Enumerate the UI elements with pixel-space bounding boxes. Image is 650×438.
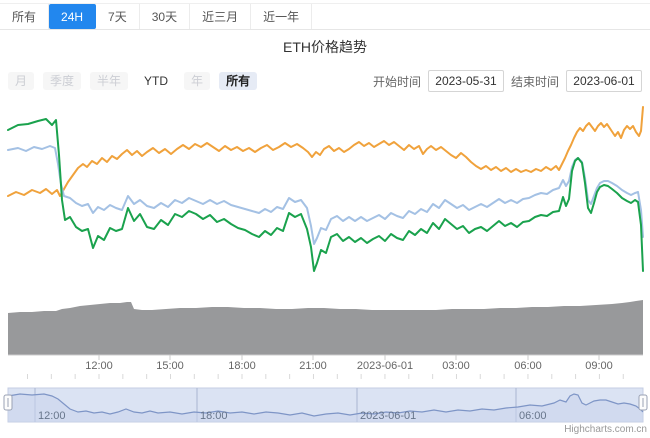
end-date-input[interactable] [566, 70, 642, 92]
range-btn-month: 月 [8, 72, 35, 90]
start-date-input[interactable] [427, 70, 504, 92]
page-title: ETH价格趋势 [283, 39, 367, 55]
x-axis-label: 21:00 [299, 360, 327, 372]
range-btn-year: 年 [184, 72, 211, 90]
start-date-label: 开始时间 [372, 74, 421, 89]
range-btn-ytd[interactable]: YTD [144, 74, 169, 88]
date-range-controls: 开始时间 结束时间 [373, 70, 642, 92]
end-date-label: 结束时间 [510, 74, 559, 89]
x-axis-label: 06:00 [514, 360, 542, 372]
tab-3m[interactable]: 近三月 [190, 4, 252, 29]
main-chart: 12:00 15:00 18:00 21:00 2023-06-01 03:00 06:00… [3, 106, 648, 423]
range-btn-quarter: 季度 [43, 72, 82, 90]
x-axis-label: 15:00 [156, 360, 184, 372]
series-orange-line [7, 106, 644, 197]
tab-1y[interactable]: 近一年 [251, 4, 313, 29]
tab-7d[interactable]: 7天 [96, 4, 140, 29]
series-blue-line [7, 145, 644, 245]
x-axis-label: 12:00 [85, 360, 113, 372]
time-range-tabbar: 所有 24H 7天 30天 近三月 近一年 [0, 3, 650, 30]
navigator-axis-label: 18:00 [200, 410, 228, 422]
navigator-axis-label: 12:00 [38, 410, 66, 422]
x-axis-label: 03:00 [442, 360, 470, 372]
tab-24h[interactable]: 24H [49, 4, 97, 29]
controls-row: 月 季度 半年 YTD 年 所有 开始时间 结束时间 [8, 68, 642, 94]
navigator-axis-label: 2023-06-01 [360, 410, 416, 422]
x-axis-label: 2023-06-01 [357, 360, 413, 372]
x-axis-label: 18:00 [228, 360, 256, 372]
x-axis-label: 09:00 [585, 360, 613, 372]
navigator-axis-label: 06:00 [519, 410, 547, 422]
range-btn-all[interactable]: 所有 [219, 72, 258, 90]
navigator-area [8, 394, 643, 422]
tab-30d[interactable]: 30天 [140, 4, 191, 29]
range-btn-halfyear: 半年 [90, 72, 129, 90]
navigator-series-line [7, 393, 644, 417]
tab-all[interactable]: 所有 [0, 4, 50, 29]
series-green-line [7, 118, 644, 272]
range-selector: 月 季度 半年 YTD 年 所有 [8, 72, 258, 90]
volume-area-series [8, 300, 643, 355]
highcharts-credit-link[interactable]: Highcharts.com.cn [564, 424, 647, 435]
